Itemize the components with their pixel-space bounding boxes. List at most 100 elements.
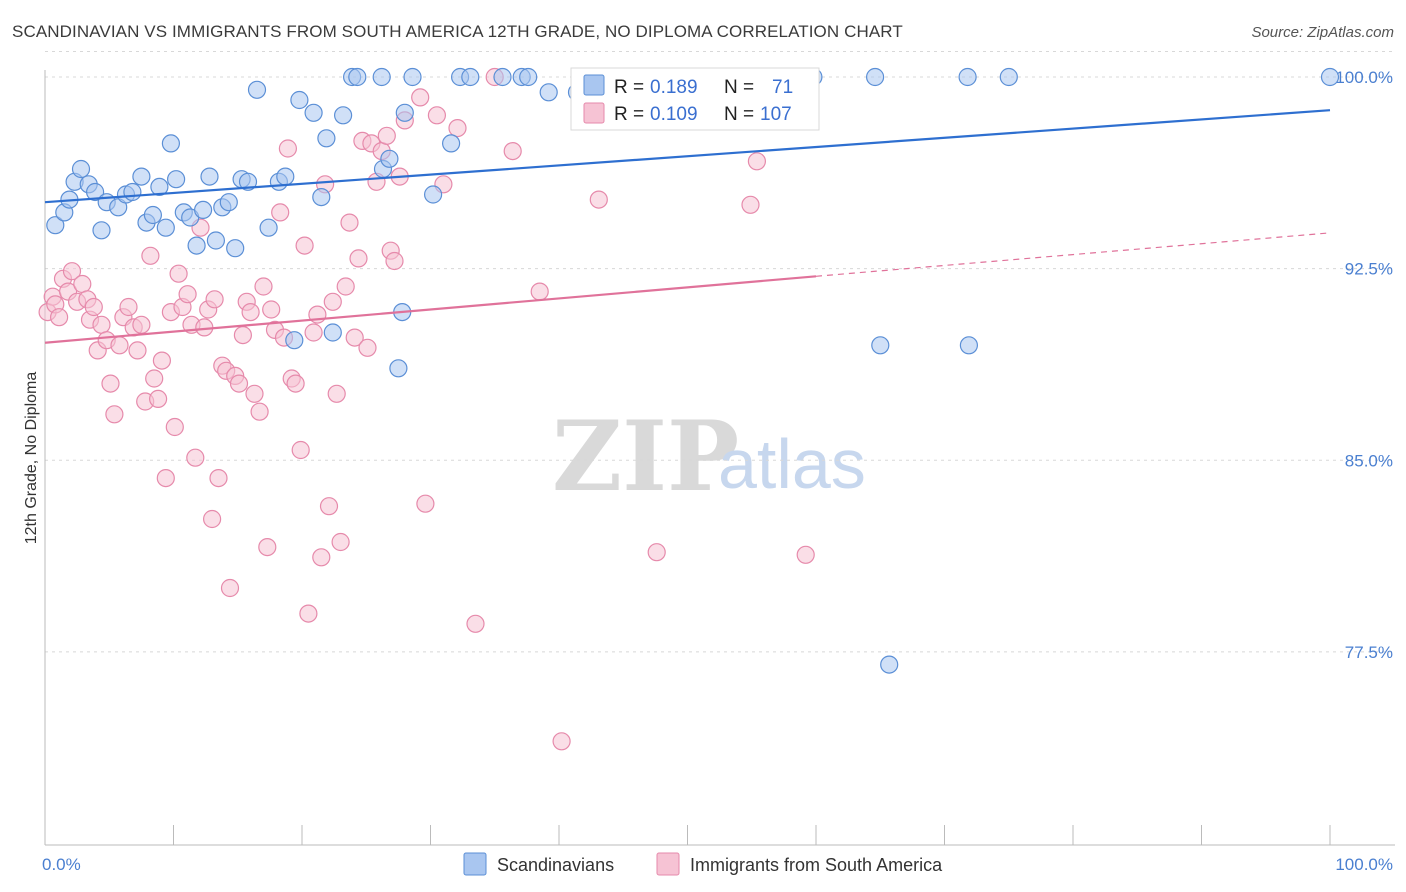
legend-n-label-2: N = xyxy=(724,104,754,125)
immigrants-point-27 xyxy=(152,351,171,370)
legend-n-label-1: N = xyxy=(724,77,754,98)
legend-n-value-1: 71 xyxy=(772,77,793,98)
scandinavians-point-74 xyxy=(1320,67,1340,87)
grid-lines xyxy=(45,50,1395,653)
immigrants-point-51 xyxy=(250,402,269,421)
scandinavians-point-15 xyxy=(150,177,169,196)
scandinavians-point-36 xyxy=(304,103,323,122)
immigrants-point-15 xyxy=(101,374,120,393)
axes xyxy=(44,70,1395,846)
y-tick-label-0: 77.5% xyxy=(1345,643,1393,662)
scandinavians-point-49 xyxy=(403,67,422,87)
immigrants-point-62 xyxy=(295,236,314,255)
immigrants-point-6 xyxy=(62,262,82,281)
legend-swatch-immigrants xyxy=(583,102,605,124)
legend-n-value-2: 107 xyxy=(760,104,792,125)
immigrants-point-74 xyxy=(345,328,364,347)
immigrants-point-70 xyxy=(327,384,346,403)
stats-legend-box xyxy=(570,67,820,131)
y-tick-label-1: 85.0% xyxy=(1345,451,1393,470)
scandinavians-point-6 xyxy=(85,182,105,202)
scandinavians-point-37 xyxy=(312,188,331,207)
immigrants-point-25 xyxy=(145,369,164,388)
immigrants-point-13 xyxy=(92,315,111,334)
immigrants-point-100 xyxy=(796,545,815,564)
immigrants-point-61 xyxy=(291,440,310,460)
immigrants-point-64 xyxy=(304,323,323,342)
immigrants-point-88 xyxy=(427,106,446,125)
scandinavians-point-51 xyxy=(442,134,461,153)
immigrants-point-95 xyxy=(552,732,571,751)
scandinavians-point-71 xyxy=(958,67,977,87)
scandinavians-point-33 xyxy=(276,167,295,186)
scandinavians-point-45 xyxy=(380,149,399,168)
scandinavians-point-17 xyxy=(161,134,180,153)
immigrants-point-39 xyxy=(203,509,222,529)
immigrants-point-30 xyxy=(165,417,184,437)
scandinavians-point-70 xyxy=(880,655,899,674)
immigrants-point-86 xyxy=(411,88,430,107)
immigrants-point-19 xyxy=(119,297,138,317)
immigrants-point-24 xyxy=(141,246,160,265)
immigrants-point-40 xyxy=(205,290,224,309)
legend-r-label-1: R = xyxy=(614,77,644,98)
immigrants-point-47 xyxy=(233,326,252,345)
immigrants-point-91 xyxy=(466,614,485,633)
watermark-zip: ZIP xyxy=(552,400,739,513)
stats-legend: R = 0.189 N = 71 R = 0.109 N = 107 xyxy=(570,67,820,131)
bottom-legend-label-immigrants: Immigrants from South America xyxy=(690,855,943,875)
immigrants-point-75 xyxy=(349,249,368,268)
x-tick-label-1: 100.0% xyxy=(1335,855,1393,874)
scandinavians-point-43 xyxy=(372,67,391,87)
immigrants-point-8 xyxy=(73,274,92,294)
scandinavians-point-7 xyxy=(92,221,111,240)
immigrants-point-26 xyxy=(149,389,168,408)
scandinavians-point-68 xyxy=(865,67,885,87)
immigrants-point-99 xyxy=(747,152,767,171)
legend-swatch-scandinavians xyxy=(583,74,605,96)
source-label: Source: ZipAtlas.com xyxy=(1251,24,1394,41)
scandinavians-point-27 xyxy=(226,239,245,258)
legend-r-label-2: R = xyxy=(614,104,644,125)
scandinavians-point-16 xyxy=(156,218,175,237)
immigrants-point-83 xyxy=(385,251,404,271)
immigrants-point-73 xyxy=(340,213,359,232)
scandinavians-point-57 xyxy=(539,83,558,102)
scandinavians-point-23 xyxy=(200,167,219,186)
scandinavians-point-46 xyxy=(389,359,408,378)
immigrants-point-71 xyxy=(331,532,350,552)
y-tick-label-3: 100.0% xyxy=(1335,68,1393,87)
scandinavians-point-72 xyxy=(959,336,979,355)
series-legend: Scandinavians Immigrants from South Amer… xyxy=(463,852,943,876)
scandinavians-point-48 xyxy=(395,103,414,122)
scandinavians-point-39 xyxy=(323,323,342,342)
scandinavians-point-29 xyxy=(238,172,258,191)
immigrants-point-60 xyxy=(286,374,305,393)
immigrants-point-96 xyxy=(589,190,608,209)
scandinavians-point-73 xyxy=(999,67,1018,87)
immigrants-point-22 xyxy=(132,315,151,334)
immigrants-point-77 xyxy=(358,338,377,357)
scandinavians-point-54 xyxy=(493,67,512,87)
scandinavians-point-24 xyxy=(206,231,225,250)
immigrants-trend-line xyxy=(44,275,817,344)
scandinavians-point-56 xyxy=(519,67,538,87)
immigrants-point-11 xyxy=(84,297,103,317)
chart-title: SCANDINAVIAN VS IMMIGRANTS FROM SOUTH AM… xyxy=(12,22,903,41)
immigrants-point-3 xyxy=(49,308,69,327)
scandinavians-point-11 xyxy=(123,182,142,202)
scandinavians-point-30 xyxy=(247,80,267,99)
immigrants-point-28 xyxy=(156,469,175,488)
immigrants-point-81 xyxy=(377,126,396,145)
immigrants-point-35 xyxy=(186,448,205,467)
scandinavians-point-31 xyxy=(259,218,278,237)
immigrants-point-52 xyxy=(254,277,273,296)
scandinavians-point-35 xyxy=(290,90,309,110)
immigrants-point-46 xyxy=(229,374,249,393)
bottom-legend-swatch-immigrants xyxy=(656,852,680,876)
scandinavians-point-34 xyxy=(285,331,304,350)
immigrants-trend-extension xyxy=(815,232,1331,277)
scandinavians-point-12 xyxy=(132,167,151,186)
immigrants-point-72 xyxy=(336,277,355,296)
